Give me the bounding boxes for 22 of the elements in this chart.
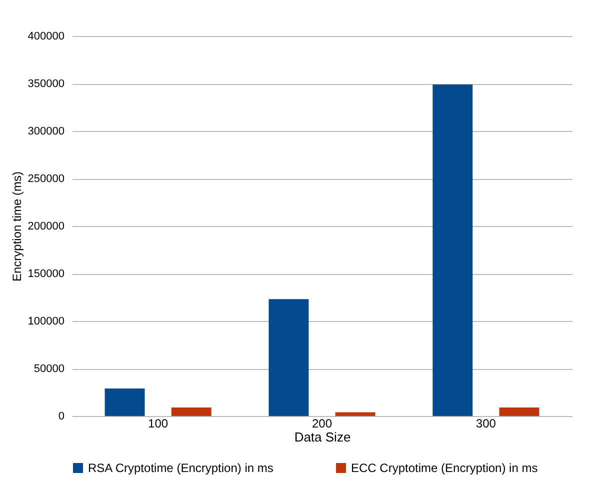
bar	[104, 388, 145, 416]
y-tick-label: 300000	[28, 126, 64, 138]
x-tick-label: 100	[148, 416, 168, 430]
x-tick-label: 200	[312, 416, 332, 430]
y-tick-label: 350000	[28, 78, 64, 90]
bar	[268, 299, 309, 416]
y-tick-label: 200000	[28, 220, 64, 232]
legend-label: ECC Cryptotime (Encryption) in ms	[351, 461, 538, 475]
bar	[432, 84, 473, 416]
x-tick-label: 300	[476, 416, 496, 430]
y-tick-label: 250000	[28, 173, 64, 185]
y-tick-label: 50000	[34, 363, 64, 375]
x-axis-title: Data Size	[294, 430, 351, 444]
y-axis-title: Encryption time (ms)	[10, 171, 24, 282]
y-tick-label: 100000	[28, 316, 64, 328]
legend-label: RSA Cryptotime (Encryption) in ms	[88, 461, 274, 475]
y-tick-label: 0	[58, 410, 64, 422]
bar	[335, 412, 376, 416]
y-tick-label: 400000	[28, 30, 64, 42]
bar	[499, 407, 540, 416]
bar	[171, 407, 212, 416]
y-tick-label: 150000	[28, 268, 64, 280]
